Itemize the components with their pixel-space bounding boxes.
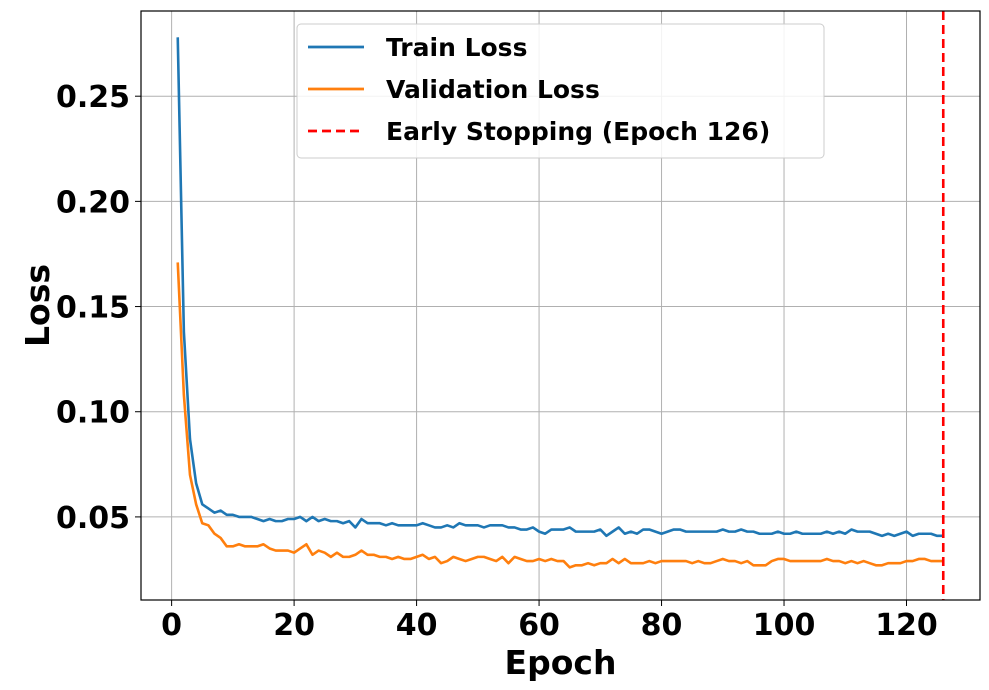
legend: Train Loss Validation Loss Early Stopping …	[296, 23, 825, 159]
x-tick-label: 100	[753, 608, 816, 643]
y-axis-label: Loss	[18, 264, 57, 347]
legend-label: Train Loss	[386, 33, 527, 62]
legend-box	[296, 23, 825, 159]
legend-label: Validation Loss	[386, 75, 600, 104]
y-tick-label: 0.10	[56, 396, 130, 431]
legend-label: Early Stopping (Epoch 126)	[386, 117, 770, 146]
y-tick-label: 0.25	[56, 80, 130, 115]
plot-frame	[140, 10, 981, 601]
x-tick-label: 20	[273, 608, 315, 643]
validation-loss-line	[176, 262, 944, 569]
y-tick-label: 0.20	[56, 185, 130, 220]
x-tick-label: 40	[396, 608, 438, 643]
series-layer	[176, 11, 945, 600]
x-tick-label: 120	[875, 608, 938, 643]
y-tick-label: 0.05	[56, 501, 130, 536]
axis-ticks: 0 20 40 60 80 100 120 0.05 0.10 0.15 0.20 0.25	[56, 80, 938, 643]
x-tick-label: 80	[641, 608, 683, 643]
train-loss-line	[176, 37, 944, 538]
x-tick-label: 0	[161, 608, 182, 643]
y-tick-label: 0.15	[56, 291, 130, 326]
x-tick-label: 60	[518, 608, 560, 643]
x-axis-label: Epoch	[505, 643, 617, 682]
